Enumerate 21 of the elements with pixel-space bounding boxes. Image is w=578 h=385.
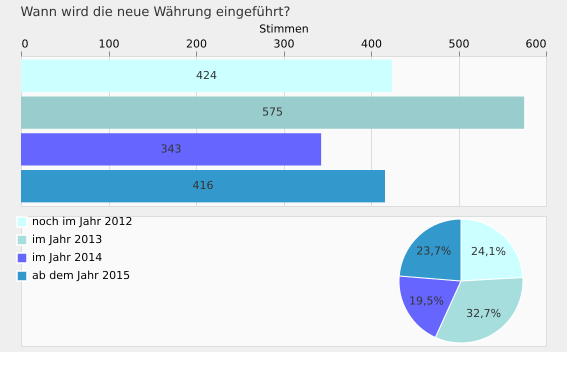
data-label: 24,1% [470,244,506,258]
x-tick-label: 300 [274,38,294,50]
data-label: 575 [262,106,284,119]
data-label: 343 [160,142,182,156]
x-tick-label: 600 [526,38,546,50]
legend-label: noch im Jahr 2012 [32,215,132,228]
data-label: 23,7% [416,244,452,258]
legend-label: ab dem Jahr 2015 [32,269,130,282]
x-tick-label: 400 [361,38,382,50]
data-label: 416 [192,179,214,192]
x-tick-label: 0 [22,38,28,50]
data-label: 32,7% [466,307,502,320]
x-axis-title: Stimmen [259,22,309,36]
x-tick-label: 200 [186,38,207,50]
x-tick-label: 500 [448,38,470,50]
legend-label: im Jahr 2013 [32,233,102,246]
data-label: 19,5% [409,294,444,308]
chart-title: Wann wird die neue Währung eingeführt? [20,5,290,20]
data-label: 424 [196,68,217,82]
x-tick-label: 100 [98,38,120,50]
legend-label: im Jahr 2014 [32,251,102,264]
